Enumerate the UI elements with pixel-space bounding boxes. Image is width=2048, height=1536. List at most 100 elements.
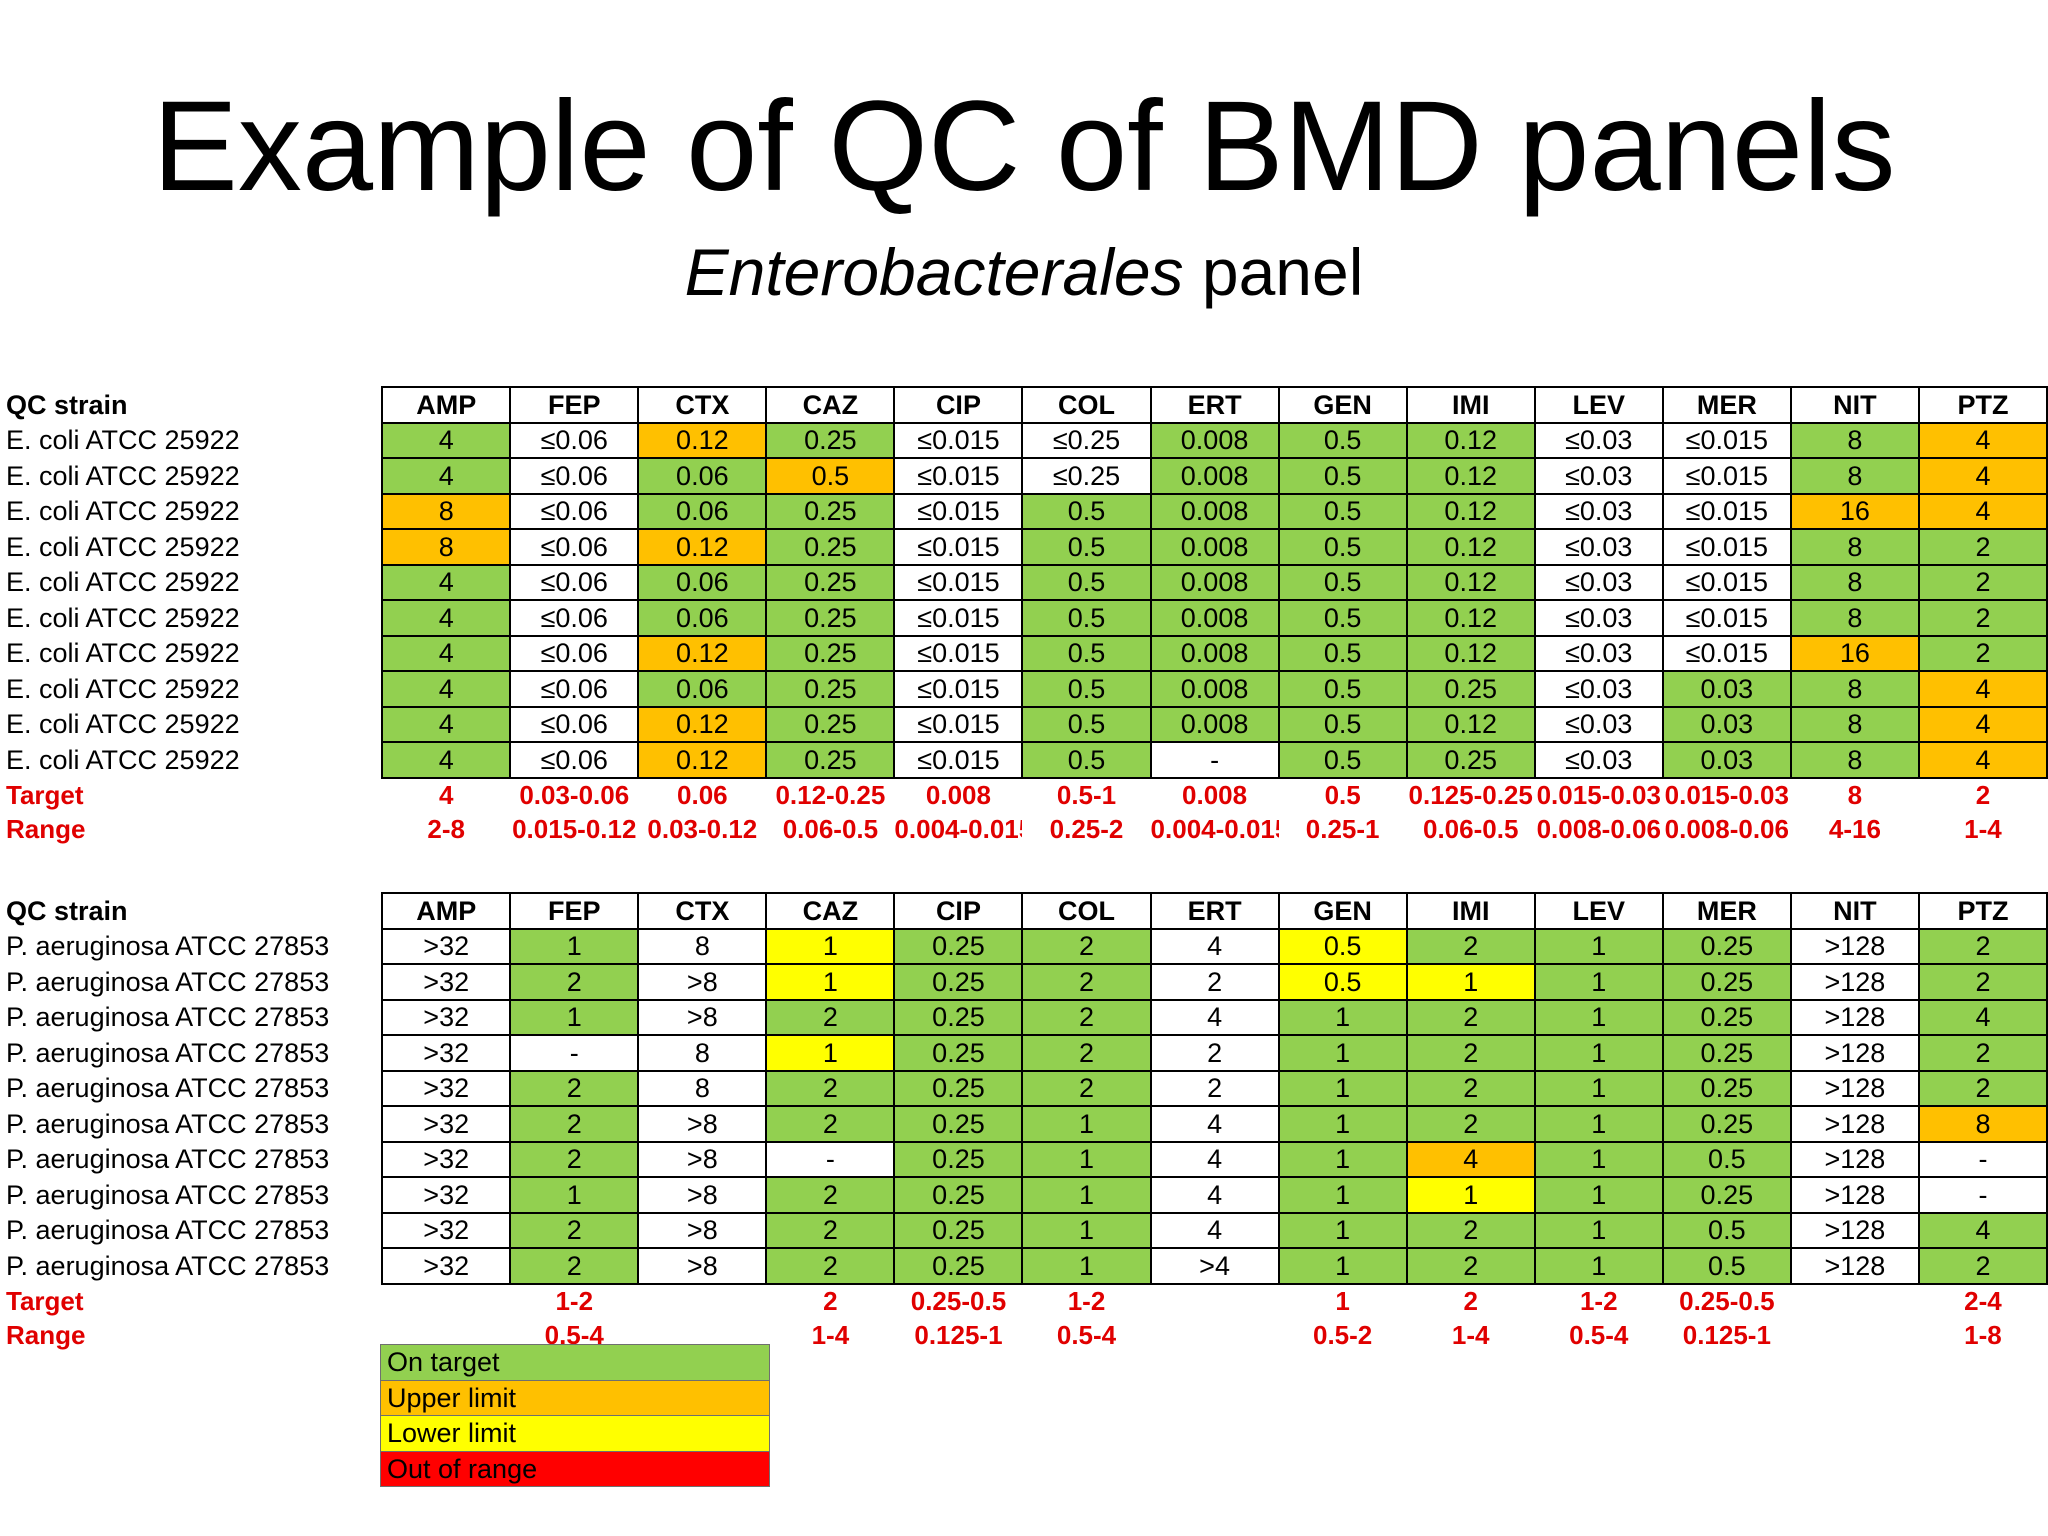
column-header-imi: IMI (1405, 386, 1536, 424)
qc-strain-header: QC strain (6, 389, 128, 420)
column-header-gen: GEN (1277, 892, 1408, 930)
column-header-nit: NIT (1789, 892, 1920, 930)
mic-cell: 4 (381, 599, 512, 637)
page-title: Example of QC of BMD panels (152, 75, 1896, 218)
qc-strain-header: QC strain (6, 895, 128, 926)
range-row: Range 2-8 0.015-0.12 0.03-0.12 0.06-0.5 0.004… (0, 812, 2047, 846)
mic-cell: ≤0.03 (1533, 741, 1664, 779)
mic-cell: 8 (1789, 457, 1920, 495)
strain-name: P. aeruginosa ATCC 27853 (6, 931, 330, 962)
mic-cell: 0.008 (1149, 670, 1280, 708)
mic-cell: 0.25 (1661, 963, 1792, 1001)
mic-cell: ≤0.06 (509, 705, 640, 743)
table-row: P. aeruginosa ATCC 27853 >32 1 >8 2 0.25 2 4 1 2 1… (0, 998, 2048, 1036)
mic-cell: >8 (637, 998, 768, 1036)
pseudomonas-qc-table: QC strain AMP FEP CTX CAZ CIP COL ERT GEN IMI LEV M… (0, 892, 2048, 1352)
mic-cell: 1 (1277, 1140, 1408, 1178)
column-header-nit: NIT (1789, 386, 1920, 424)
mic-cell: 1 (509, 1176, 640, 1214)
strain-name: E. coli ATCC 25922 (6, 673, 240, 704)
mic-cell: 2 (1021, 963, 1152, 1001)
range-label: Range (6, 813, 86, 844)
mic-cell: 1 (1277, 998, 1408, 1036)
mic-cell: ≤0.015 (893, 705, 1024, 743)
mic-cell: ≤0.03 (1533, 634, 1664, 672)
range-value: 0.125-1 (1682, 1319, 1771, 1350)
mic-cell: 4 (381, 457, 512, 495)
mic-cell: 0.5 (1277, 599, 1408, 637)
mic-cell: 1 (765, 927, 896, 965)
mic-cell: 2 (1405, 1034, 1536, 1072)
mic-cell: 4 (1149, 1176, 1280, 1214)
mic-cell: 2 (1917, 1069, 2048, 1107)
mic-cell: 2 (1917, 563, 2048, 601)
mic-cell: - (1917, 1176, 2048, 1214)
mic-cell: >8 (637, 1176, 768, 1214)
mic-cell: 2 (509, 1247, 640, 1285)
mic-cell: 0.5 (1021, 670, 1152, 708)
mic-cell: >128 (1789, 1140, 1920, 1178)
target-value: 0.25-0.5 (1679, 1286, 1775, 1317)
column-header-fep: FEP (509, 386, 640, 424)
mic-cell: 0.03 (1661, 705, 1792, 743)
mic-cell: 0.25 (893, 1247, 1024, 1285)
strain-name: P. aeruginosa ATCC 27853 (6, 1108, 330, 1139)
mic-cell: 0.25 (893, 963, 1024, 1001)
mic-cell: >8 (637, 1105, 768, 1143)
mic-cell: 2 (1149, 963, 1280, 1001)
mic-cell: 8 (637, 1069, 768, 1107)
mic-cell: 0.25 (765, 705, 896, 743)
mic-cell: 0.5 (1277, 963, 1408, 1001)
mic-cell: 0.5 (1021, 492, 1152, 530)
enterobacterales-qc-table: QC strain AMP FEP CTX CAZ CIP COL ERT GEN IMI LEV M… (0, 386, 2048, 846)
mic-cell: 0.5 (1021, 634, 1152, 672)
column-header-col: COL (1021, 892, 1152, 930)
mic-cell: 2 (509, 963, 640, 1001)
range-value: 0.008-0.06 (1664, 813, 1789, 844)
mic-cell: 4 (1149, 1140, 1280, 1178)
table-row: P. aeruginosa ATCC 27853 >32 2 >8 2 0.25 1 4 1 2 1… (0, 1211, 2048, 1249)
mic-cell: 8 (1789, 563, 1920, 601)
mic-cell: 0.25 (1661, 927, 1792, 965)
mic-cell: 0.12 (1405, 634, 1536, 672)
mic-cell: 2 (765, 1176, 896, 1214)
mic-cell: >4 (1149, 1247, 1280, 1285)
range-value: 0.06-0.5 (1423, 813, 1519, 844)
mic-cell: ≤0.03 (1533, 457, 1664, 495)
header-row: QC strain AMP FEP CTX CAZ CIP COL ERT GEN IMI LEV M… (0, 892, 2048, 930)
mic-cell: 1 (1533, 1140, 1664, 1178)
target-value: 2 (823, 1286, 838, 1317)
target-value: 0.06 (677, 780, 728, 811)
mic-cell: 0.008 (1149, 563, 1280, 601)
mic-cell: >8 (637, 1247, 768, 1285)
mic-cell: 0.5 (1277, 563, 1408, 601)
mic-cell: 4 (1917, 705, 2048, 743)
mic-cell: 0.25 (1661, 998, 1792, 1036)
mic-cell: >32 (381, 1105, 512, 1143)
mic-cell: 0.25 (893, 1069, 1024, 1107)
mic-cell: 1 (1021, 1105, 1152, 1143)
mic-cell: >8 (637, 1211, 768, 1249)
column-header-mer: MER (1661, 892, 1792, 930)
mic-cell: 0.12 (637, 705, 768, 743)
mic-cell: 0.12 (1405, 457, 1536, 495)
mic-cell: 1 (1533, 1069, 1664, 1107)
mic-cell: ≤0.06 (509, 670, 640, 708)
mic-cell: 2 (509, 1069, 640, 1107)
mic-cell: >32 (381, 963, 512, 1001)
range-value: 0.008-0.06 (1536, 813, 1661, 844)
target-value (1791, 1284, 1919, 1319)
range-value: 2-8 (427, 813, 465, 844)
mic-cell: 0.25 (1661, 1105, 1792, 1143)
mic-cell: 8 (381, 492, 512, 530)
legend-row: Upper limit (380, 1379, 770, 1416)
mic-cell: 1 (1533, 927, 1664, 965)
column-header-ert: ERT (1149, 386, 1280, 424)
strain-name: E. coli ATCC 25922 (6, 638, 240, 669)
mic-cell: 2 (1405, 1069, 1536, 1107)
mic-cell: 0.25 (765, 741, 896, 779)
range-value: 0.004-0.015 (894, 813, 1023, 844)
mic-cell: >32 (381, 1069, 512, 1107)
mic-cell: 4 (381, 634, 512, 672)
mic-cell: 0.25 (765, 528, 896, 566)
